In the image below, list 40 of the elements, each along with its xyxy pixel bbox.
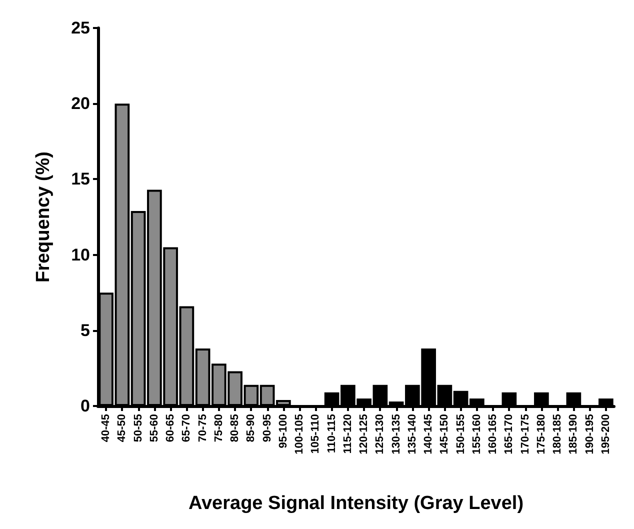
x-tick-label: 110-115 — [326, 414, 338, 454]
x-tick-label: 135-140 — [406, 414, 418, 454]
x-tick-label: 100-105 — [294, 414, 306, 454]
x-tick-label: 85-90 — [245, 414, 258, 442]
x-tick-label: 195-200 — [600, 414, 612, 454]
x-tick-label: 90-95 — [261, 414, 274, 442]
y-tick-label: 5 — [80, 320, 90, 340]
x-tick-label: 150-155 — [454, 414, 467, 454]
x-tick-label: 95-100 — [277, 414, 290, 448]
x-tick-label: 120-125 — [358, 414, 370, 454]
x-tick-label: 65-70 — [180, 414, 193, 442]
x-tick-label: 185-190 — [568, 414, 580, 454]
x-tick-label: 180-185 — [552, 414, 564, 454]
x-tick-label: 70-75 — [196, 414, 209, 442]
y-tick-label: 20 — [71, 94, 90, 114]
x-tick-label: 60-65 — [164, 414, 177, 442]
y-tick-label: 15 — [71, 170, 90, 189]
x-axis-title: Average Signal Intensity (Gray Level) — [188, 493, 524, 514]
x-tick-label: 50-55 — [132, 414, 144, 442]
x-tick-label: 80-85 — [229, 414, 242, 442]
x-tick-label: 125-130 — [374, 414, 386, 454]
x-tick-label: 115-120 — [342, 414, 354, 454]
x-tick-label: 170-175 — [519, 414, 532, 454]
x-tick-label: 190-195 — [584, 414, 596, 454]
x-tick-label: 175-180 — [535, 414, 548, 454]
y-tick-label: 10 — [71, 245, 90, 264]
x-tick-label: 75-80 — [212, 414, 225, 442]
x-tick-label: 145-150 — [438, 414, 451, 454]
y-tick-label: 0 — [80, 396, 90, 416]
y-axis-title: Frequency (%) — [33, 152, 54, 282]
x-tick-label: 45-50 — [116, 414, 128, 442]
x-tick-label: 140-145 — [422, 414, 435, 454]
x-tick-label: 40-45 — [100, 414, 112, 442]
x-tick-label: 105-110 — [310, 414, 322, 454]
x-tick-label: 130-135 — [390, 414, 402, 454]
x-tick-label: 160-165 — [487, 414, 500, 454]
x-tick-label: 55-60 — [148, 414, 160, 442]
x-tick-label: 165-170 — [503, 414, 516, 454]
x-tick-label: 155-160 — [470, 414, 483, 454]
y-tick-label: 25 — [71, 18, 90, 38]
